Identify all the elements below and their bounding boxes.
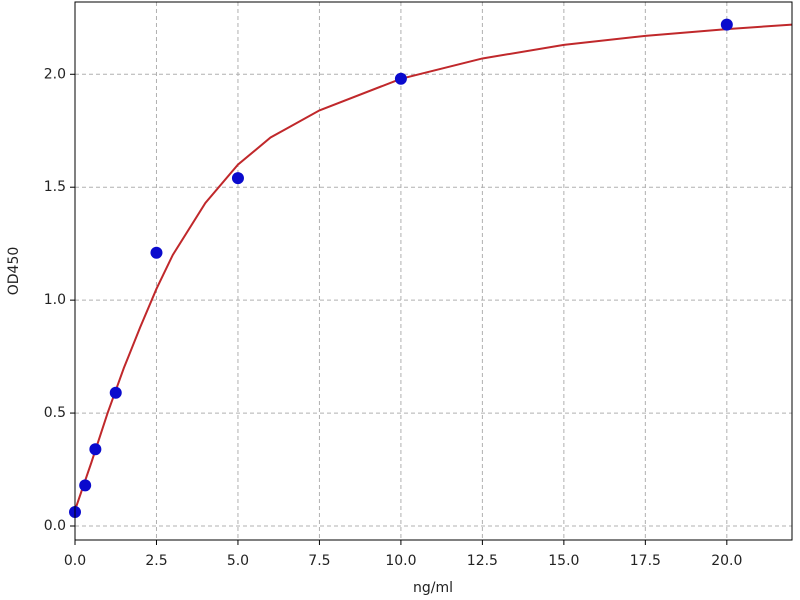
x-tick-label: 0.0 [64, 553, 86, 569]
x-tick-label: 7.5 [308, 553, 330, 569]
x-tick-label: 5.0 [227, 553, 249, 569]
data-point [720, 18, 733, 31]
plot-frame [74, 1, 793, 541]
y-tick-label: 2.0 [44, 66, 66, 82]
x-tick-label: 15.0 [548, 553, 579, 569]
data-point [231, 172, 244, 185]
x-tick-label: 17.5 [630, 553, 661, 569]
y-tick-label: 1.0 [44, 292, 66, 308]
x-tick-label: 10.0 [385, 553, 416, 569]
data-point [394, 72, 407, 85]
fit-curve [74, 23, 793, 511]
data-point [150, 246, 163, 259]
x-axis-label: ng/ml [413, 580, 453, 596]
y-tick-label: 0.5 [44, 405, 66, 421]
y-tick-label: 0.0 [44, 518, 66, 534]
y-axis-label: OD450 [6, 247, 22, 296]
data-point [89, 443, 102, 456]
y-tick-label: 1.5 [44, 179, 66, 195]
x-tick-label: 2.5 [145, 553, 167, 569]
x-tick-label: 20.0 [711, 553, 742, 569]
x-tick-label: 12.5 [467, 553, 498, 569]
data-point [79, 479, 92, 492]
data-point [109, 386, 122, 399]
